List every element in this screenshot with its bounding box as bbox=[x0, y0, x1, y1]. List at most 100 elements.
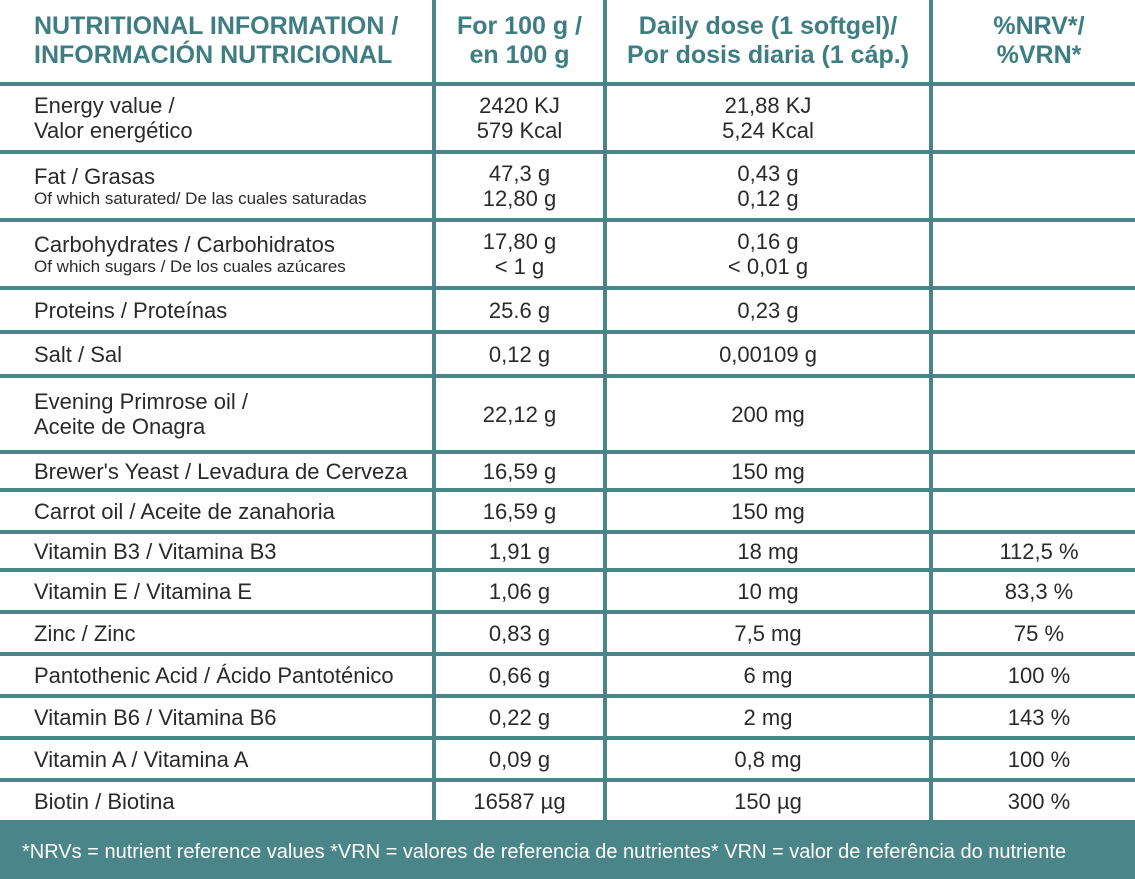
daily-dose-cell: 21,88 KJ 5,24 Kcal bbox=[607, 86, 929, 150]
header-nrv: %NRV*/ %VRN* bbox=[933, 0, 1135, 82]
daily-dose-cell: 7,5 mg bbox=[607, 614, 929, 652]
per-100g-value: 1,91 g bbox=[488, 538, 551, 564]
daily-dose-cell: 10 mg bbox=[607, 572, 929, 610]
per-100g-cell: 17,80 g < 1 g bbox=[436, 222, 603, 286]
nrv-cell: 300 % bbox=[933, 782, 1135, 820]
nutrient-name: Carrot oil / Aceite de zanahoria bbox=[34, 498, 335, 524]
per-100g-cell: 0,09 g bbox=[436, 740, 603, 778]
per-100g-cell: 16587 µg bbox=[436, 782, 603, 820]
daily-dose-value: 18 mg bbox=[737, 538, 799, 564]
daily-dose-value: 200 mg bbox=[731, 401, 805, 427]
daily-dose-cell: 0,00109 g bbox=[607, 334, 929, 374]
nutrient-name: Fat / Grasas bbox=[34, 163, 156, 189]
daily-dose-cell: 18 mg bbox=[607, 534, 929, 568]
daily-dose-value: 21,88 KJ bbox=[724, 93, 812, 118]
nutrient-name-cell: Biotin / Biotina bbox=[0, 782, 432, 820]
daily-dose-cell: 0,8 mg bbox=[607, 740, 929, 778]
nutrient-name-cell: Carbohydrates / Carbohidratos Of which su… bbox=[0, 222, 432, 286]
nutrient-subname: Valor energético bbox=[34, 118, 193, 143]
daily-dose-value: 0,00109 g bbox=[719, 341, 817, 367]
daily-dose-cell: 0,43 g 0,12 g bbox=[607, 154, 929, 218]
per-100g-cell: 47,3 g 12,80 g bbox=[436, 154, 603, 218]
header-per-100g-line1: For 100 g / bbox=[456, 12, 583, 40]
per-100g-value: 0,09 g bbox=[488, 746, 551, 772]
nrv-cell bbox=[933, 492, 1135, 530]
nrv-value: 100 % bbox=[1007, 746, 1071, 772]
nrv-cell bbox=[933, 154, 1135, 218]
per-100g-cell: 0,22 g bbox=[436, 698, 603, 736]
per-100g-cell: 0,83 g bbox=[436, 614, 603, 652]
nutrient-name-cell: Zinc / Zinc bbox=[0, 614, 432, 652]
per-100g-cell: 1,06 g bbox=[436, 572, 603, 610]
daily-dose-value: 6 mg bbox=[743, 662, 793, 688]
nrv-cell: 100 % bbox=[933, 740, 1135, 778]
per-100g-value-2: < 1 g bbox=[494, 254, 545, 279]
per-100g-value: 47,3 g bbox=[488, 161, 551, 186]
header-daily-dose: Daily dose (1 softgel)/ Por dosis diaria… bbox=[607, 0, 929, 82]
daily-dose-value: 150 mg bbox=[731, 458, 805, 484]
nutrient-name: Proteins / Proteínas bbox=[34, 297, 228, 323]
nutrient-name: Vitamin B6 / Vitamina B6 bbox=[34, 704, 277, 730]
nutrient-name-cell: Vitamin B3 / Vitamina B3 bbox=[0, 534, 432, 568]
nutrient-subname: Of which sugars / De los cuales azúcares bbox=[34, 256, 346, 276]
daily-dose-value: 7,5 mg bbox=[734, 620, 802, 646]
nutrient-name-cell: Fat / Grasas Of which saturated/ De las c… bbox=[0, 154, 432, 218]
nrv-cell: 143 % bbox=[933, 698, 1135, 736]
footnote: *NRVs = nutrient reference values *VRN =… bbox=[22, 841, 1067, 863]
per-100g-value: 16,59 g bbox=[482, 498, 557, 524]
daily-dose-value-2: 0,12 g bbox=[737, 186, 799, 211]
nrv-value: 75 % bbox=[1013, 620, 1065, 646]
header-nrv-line1: %NRV*/ bbox=[993, 12, 1085, 40]
nutrient-name: Zinc / Zinc bbox=[34, 620, 136, 646]
per-100g-cell: 16,59 g bbox=[436, 492, 603, 530]
header-nutrient-line1: NUTRITIONAL INFORMATION / bbox=[34, 12, 399, 40]
nutrient-name: Vitamin B3 / Vitamina B3 bbox=[34, 538, 277, 564]
daily-dose-cell: 150 µg bbox=[607, 782, 929, 820]
per-100g-cell: 22,12 g bbox=[436, 378, 603, 450]
nutrient-name: Biotin / Biotina bbox=[34, 788, 175, 814]
nutrient-name-cell: Energy value / Valor energético bbox=[0, 86, 432, 150]
per-100g-value: 0,22 g bbox=[488, 704, 551, 730]
nutrient-name: Evening Primrose oil / bbox=[34, 389, 248, 414]
nutrient-name: Brewer's Yeast / Levadura de Cerveza bbox=[34, 458, 408, 484]
nutrient-subname: Of which saturated/ De las cuales satura… bbox=[34, 188, 367, 208]
header-per-100g-line2: en 100 g bbox=[469, 41, 570, 69]
nrv-cell bbox=[933, 334, 1135, 374]
daily-dose-value: 0,16 g bbox=[737, 229, 799, 254]
nutrient-name-cell: Proteins / Proteínas bbox=[0, 290, 432, 330]
daily-dose-cell: 0,16 g < 0,01 g bbox=[607, 222, 929, 286]
nrv-cell bbox=[933, 222, 1135, 286]
header-nutrient-line2: INFORMACIÓN NUTRICIONAL bbox=[34, 41, 393, 69]
daily-dose-value: 0,23 g bbox=[737, 297, 799, 323]
nutrient-name-cell: Vitamin E / Vitamina E bbox=[0, 572, 432, 610]
per-100g-cell: 0,66 g bbox=[436, 656, 603, 694]
nutrient-subname: Aceite de Onagra bbox=[34, 414, 206, 439]
daily-dose-cell: 0,23 g bbox=[607, 290, 929, 330]
per-100g-cell: 0,12 g bbox=[436, 334, 603, 374]
nrv-cell: 83,3 % bbox=[933, 572, 1135, 610]
daily-dose-value: 0,43 g bbox=[737, 161, 799, 186]
per-100g-value-2: 579 Kcal bbox=[476, 118, 563, 143]
nrv-cell: 112,5 % bbox=[933, 534, 1135, 568]
per-100g-value: 16587 µg bbox=[473, 788, 566, 814]
daily-dose-value: 10 mg bbox=[737, 578, 799, 604]
nrv-value: 83,3 % bbox=[1004, 578, 1074, 604]
daily-dose-cell: 150 mg bbox=[607, 492, 929, 530]
nutrient-name-cell: Vitamin B6 / Vitamina B6 bbox=[0, 698, 432, 736]
nrv-cell bbox=[933, 454, 1135, 488]
per-100g-value: 0,12 g bbox=[488, 341, 551, 367]
per-100g-value: 25.6 g bbox=[488, 297, 551, 323]
daily-dose-cell: 150 mg bbox=[607, 454, 929, 488]
nrv-cell bbox=[933, 290, 1135, 330]
daily-dose-cell: 6 mg bbox=[607, 656, 929, 694]
nutrient-name-cell: Salt / Sal bbox=[0, 334, 432, 374]
header-nutrient: NUTRITIONAL INFORMATION / INFORMACIÓN NU… bbox=[0, 0, 432, 82]
per-100g-cell: 2420 KJ 579 Kcal bbox=[436, 86, 603, 150]
per-100g-value: 22,12 g bbox=[482, 401, 557, 427]
daily-dose-value-2: < 0,01 g bbox=[727, 254, 809, 279]
nutrient-name: Carbohydrates / Carbohidratos bbox=[34, 231, 335, 257]
nutrient-name: Salt / Sal bbox=[34, 341, 123, 367]
daily-dose-cell: 200 mg bbox=[607, 378, 929, 450]
daily-dose-cell: 2 mg bbox=[607, 698, 929, 736]
daily-dose-value: 0,8 mg bbox=[734, 746, 802, 772]
